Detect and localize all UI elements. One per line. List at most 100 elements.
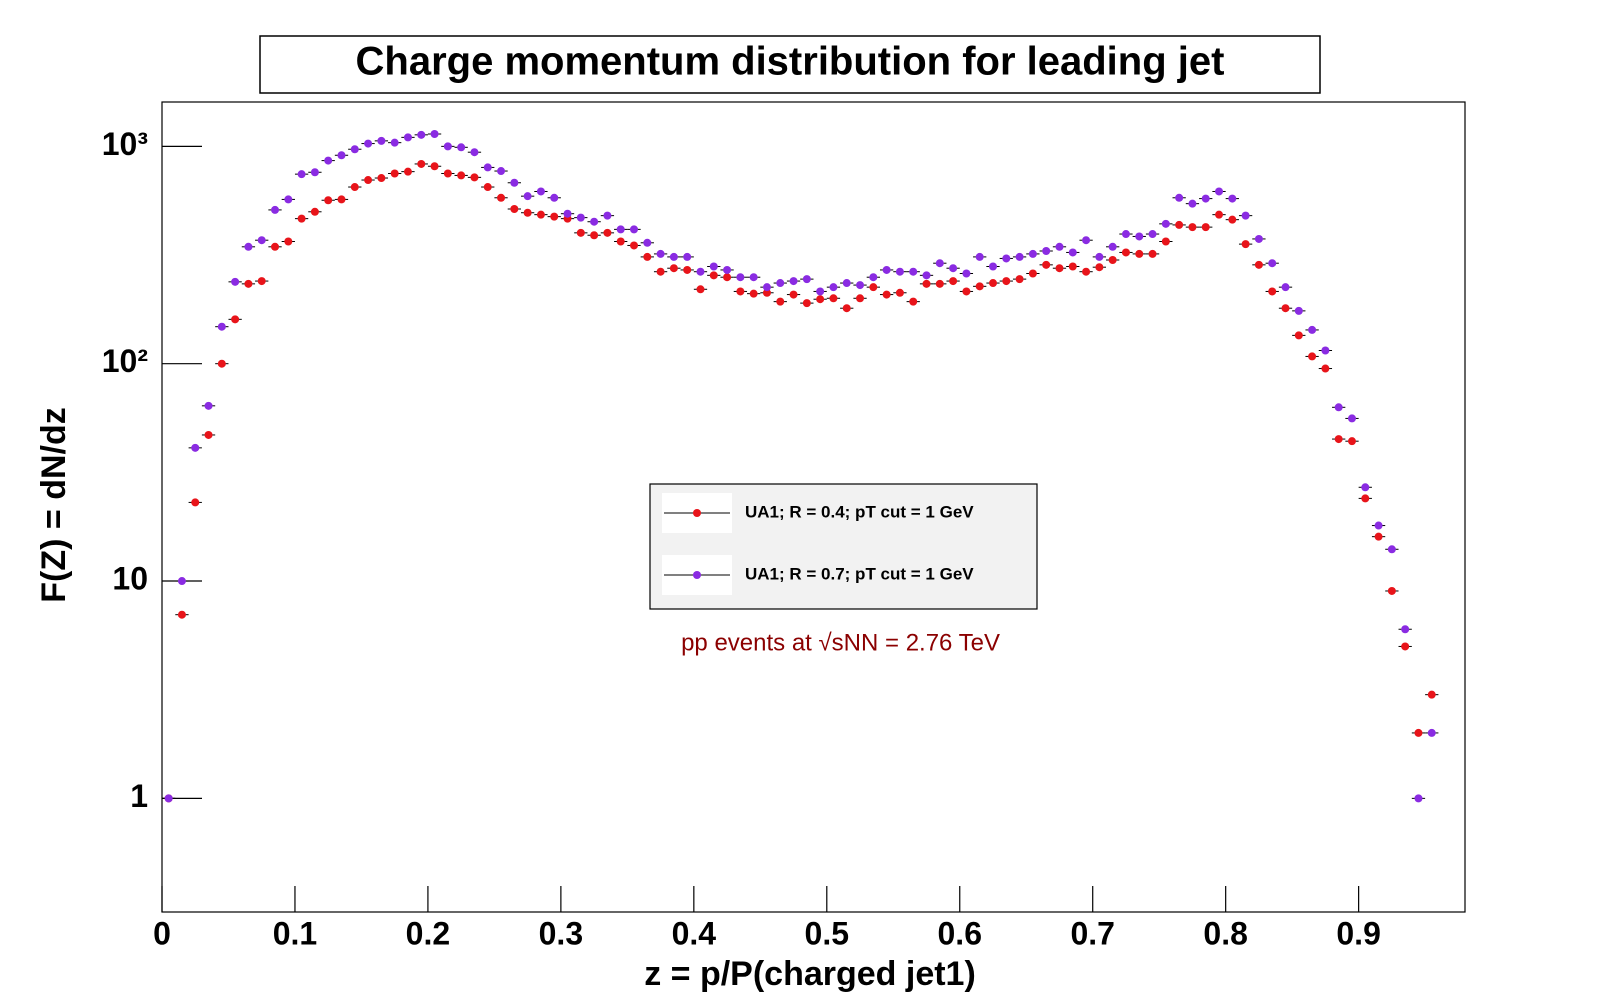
data-point [603, 211, 612, 220]
data-point [217, 359, 226, 368]
data-point [1135, 232, 1144, 241]
data-point [1347, 414, 1356, 423]
data-point [231, 277, 240, 286]
data-point [1387, 586, 1396, 595]
x-tick-label: 0.1 [273, 915, 317, 951]
data-point [869, 283, 878, 292]
data-point [656, 249, 665, 258]
data-point [337, 151, 346, 160]
data-point [470, 173, 479, 182]
data-point [563, 209, 572, 218]
data-point [776, 297, 785, 306]
data-point [550, 212, 559, 221]
x-tick-label: 0.5 [805, 915, 849, 951]
data-point [1268, 287, 1277, 296]
data-point [403, 167, 412, 176]
data-point [1055, 242, 1064, 251]
data-point [470, 148, 479, 157]
data-point [324, 156, 333, 165]
data-point [1414, 728, 1423, 737]
data-point [1082, 267, 1091, 276]
data-point [1002, 254, 1011, 263]
data-point [736, 273, 745, 282]
data-point [909, 297, 918, 306]
data-point [536, 210, 545, 219]
data-point [723, 265, 732, 274]
data-point [1268, 259, 1277, 268]
data-point [962, 287, 971, 296]
data-point [749, 273, 758, 282]
data-point [1188, 223, 1197, 232]
data-point [497, 167, 506, 176]
data-point [337, 195, 346, 204]
legend-marker [693, 571, 701, 579]
data-point [1121, 230, 1130, 239]
data-point [895, 267, 904, 276]
data-point [284, 237, 293, 246]
data-point [643, 238, 652, 247]
data-point [271, 205, 280, 214]
data-point [723, 273, 732, 282]
data-point [364, 176, 373, 185]
data-point [1401, 642, 1410, 651]
data-point [377, 174, 386, 183]
data-point [776, 279, 785, 288]
data-point [550, 193, 559, 202]
data-point [696, 285, 705, 294]
data-point [802, 275, 811, 284]
data-point [643, 252, 652, 261]
data-point [417, 159, 426, 168]
data-point [1334, 435, 1343, 444]
y-tick-label: 10³ [102, 126, 148, 162]
data-point [1095, 252, 1104, 261]
data-point [749, 289, 758, 298]
data-point [457, 171, 466, 180]
data-point [403, 133, 412, 142]
data-point [856, 294, 865, 303]
series [162, 129, 1439, 803]
title-box [259, 35, 1321, 94]
data-point [1347, 437, 1356, 446]
data-point [217, 322, 226, 331]
data-point [244, 279, 253, 288]
data-point [497, 193, 506, 202]
data-point [949, 264, 958, 273]
data-point [1068, 262, 1077, 271]
data-point [1334, 403, 1343, 412]
data-point [231, 315, 240, 324]
y-tick-label: 10² [102, 343, 148, 379]
data-point [1042, 260, 1051, 269]
data-point [829, 294, 838, 303]
data-point [510, 204, 519, 213]
data-point [1427, 728, 1436, 737]
data-point [962, 269, 971, 278]
x-tick-label: 0 [153, 915, 171, 951]
data-point [630, 225, 639, 234]
x-axis-label: z = p/P(charged jet1) [644, 955, 976, 993]
data-point [1294, 331, 1303, 340]
data-point [324, 196, 333, 205]
data-point [922, 279, 931, 288]
data-point [1374, 532, 1383, 541]
data-point [762, 288, 771, 297]
data-point [988, 279, 997, 288]
data-point [443, 142, 452, 151]
data-point [1028, 249, 1037, 258]
data-point [882, 265, 891, 274]
data-point [377, 136, 386, 145]
data-point [271, 242, 280, 251]
data-point [1015, 252, 1024, 261]
data-point [1175, 220, 1184, 229]
data-point [603, 228, 612, 237]
data-point [1201, 223, 1210, 232]
data-point [789, 277, 798, 286]
data-point [656, 267, 665, 276]
data-point [390, 138, 399, 147]
data-point [204, 430, 213, 439]
data-point [191, 443, 200, 452]
data-point [1414, 794, 1423, 803]
data-point [536, 187, 545, 196]
data-point [1002, 277, 1011, 286]
data-point [523, 192, 532, 201]
data-point [1281, 283, 1290, 292]
